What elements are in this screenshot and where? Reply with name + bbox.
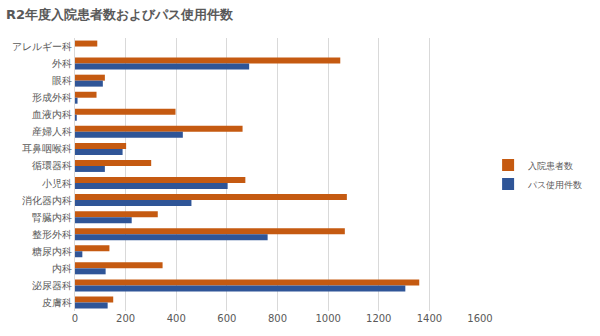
svg-text:1400: 1400 [417,313,442,324]
svg-text:眼科: 眼科 [52,75,72,86]
svg-text:産婦人科: 産婦人科 [32,126,72,137]
svg-text:腎臓内科: 腎臓内科 [32,212,72,223]
svg-text:400: 400 [167,313,186,324]
svg-text:小児科: 小児科 [42,178,72,189]
svg-text:循環器科: 循環器科 [32,160,72,171]
svg-text:外科: 外科 [52,58,72,69]
svg-text:200: 200 [116,313,135,324]
svg-text:耳鼻咽喉科: 耳鼻咽喉科 [22,143,72,154]
svg-text:0: 0 [72,313,78,324]
svg-text:R2年度入院患者数およびパス使用件数: R2年度入院患者数およびパス使用件数 [6,7,234,22]
svg-text:形成外科: 形成外科 [32,92,72,103]
svg-text:アレルギー科: アレルギー科 [12,41,72,52]
svg-text:糖尿内科: 糖尿内科 [32,246,72,257]
svg-text:皮膚科: 皮膚科 [42,297,72,308]
svg-text:内科: 内科 [52,263,72,274]
svg-text:消化器内科: 消化器内科 [22,195,72,206]
svg-text:血液内科: 血液内科 [32,109,72,120]
svg-text:1600: 1600 [467,313,492,324]
svg-text:入院患者数: 入院患者数 [528,161,573,171]
svg-text:600: 600 [217,313,236,324]
svg-text:整形外科: 整形外科 [32,229,72,240]
svg-text:1200: 1200 [366,313,391,324]
svg-text:パス使用件数: パス使用件数 [527,180,582,190]
svg-text:1000: 1000 [315,313,340,324]
svg-text:泌尿器科: 泌尿器科 [32,280,72,291]
svg-text:800: 800 [268,313,287,324]
